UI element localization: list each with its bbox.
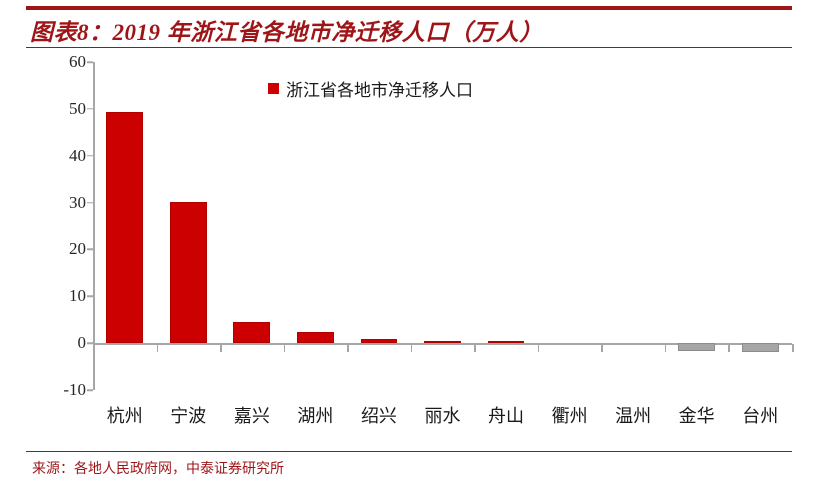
x-axis-category-label: 宁波 xyxy=(170,406,207,426)
x-axis-category-label: 温州 xyxy=(615,406,652,426)
y-axis-tick-label: 50 xyxy=(69,98,86,118)
header-bottom-rule xyxy=(26,47,792,48)
bar-舟山 xyxy=(487,341,525,344)
x-axis-tick-mark xyxy=(220,344,222,353)
y-axis-tick-label: 40 xyxy=(69,145,86,165)
y-axis-tick-label: 0 xyxy=(77,333,87,353)
y-axis-tick-mark xyxy=(87,389,93,391)
y-axis-tick-mark xyxy=(87,295,93,298)
x-axis-tick-mark xyxy=(792,344,794,353)
bar-台州 xyxy=(741,343,779,352)
x-axis-line xyxy=(93,343,792,345)
x-axis-category-label: 舟山 xyxy=(488,406,525,426)
x-axis-category-label: 绍兴 xyxy=(360,406,397,426)
x-axis-tick-mark xyxy=(156,344,159,353)
y-axis-label-group: 60 50 40 30 20 10 0 -10 xyxy=(24,52,86,442)
x-axis-tick-mark xyxy=(410,344,413,353)
x-axis-tick-mark xyxy=(728,344,730,353)
source-note: 来源：各地人民政府网，中泰证券研究所 xyxy=(32,462,284,477)
legend: 浙江省各地市净迁移人口 xyxy=(268,76,473,101)
y-axis-tick-mark xyxy=(87,201,93,204)
x-axis-tick-mark xyxy=(347,344,349,353)
legend-label: 浙江省各地市净迁移人口 xyxy=(286,81,473,100)
x-axis-tick-mark xyxy=(537,344,540,353)
x-axis-tick-mark xyxy=(601,344,603,353)
x-axis-tick-mark xyxy=(664,344,667,353)
y-axis-tick-label: 10 xyxy=(69,286,86,306)
y-axis-tick-label: 30 xyxy=(69,192,86,212)
bar-绍兴 xyxy=(360,339,398,344)
bar-金华 xyxy=(678,343,716,351)
x-axis-category-label: 金华 xyxy=(678,406,715,426)
plot-area: 60 50 40 30 20 10 0 -10 杭州 宁波 嘉兴 湖州 绍兴 丽水 舟山 衢州 温州 金华 台州 … xyxy=(0,52,814,442)
y-axis-tick-mark xyxy=(87,248,93,251)
x-axis-category-label: 杭州 xyxy=(106,406,143,426)
page-title: 图表8：2019 年浙江省各地市净迁移人口（万人） xyxy=(30,20,543,45)
y-axis-tick-label: -10 xyxy=(63,380,86,399)
y-axis-tick-label: 20 xyxy=(69,239,86,259)
bar-嘉兴 xyxy=(233,321,271,344)
bar-丽水 xyxy=(424,341,461,344)
header-top-rule xyxy=(26,6,792,10)
x-axis-tick-mark xyxy=(283,344,286,353)
x-axis-category-label: 湖州 xyxy=(297,406,334,426)
y-axis-tick-mark xyxy=(87,108,93,110)
y-axis-tick-mark xyxy=(87,61,93,63)
x-axis-tick-mark xyxy=(474,344,476,353)
y-axis-line xyxy=(93,62,95,390)
x-axis-tick-mark xyxy=(93,344,95,353)
x-axis-category-label: 丽水 xyxy=(424,406,461,426)
bar-湖州 xyxy=(296,331,334,344)
bar-宁波 xyxy=(169,201,207,344)
y-axis-tick-mark xyxy=(87,342,93,344)
footer-rule xyxy=(26,451,792,452)
legend-swatch-icon xyxy=(268,83,279,94)
y-axis-tick-mark xyxy=(87,154,93,157)
bar-杭州 xyxy=(106,111,144,344)
x-axis-category-label: 衢州 xyxy=(551,406,588,426)
x-axis-category-label: 嘉兴 xyxy=(233,406,270,426)
y-axis-tick-label: 60 xyxy=(69,52,86,71)
x-axis-category-label: 台州 xyxy=(742,406,779,426)
